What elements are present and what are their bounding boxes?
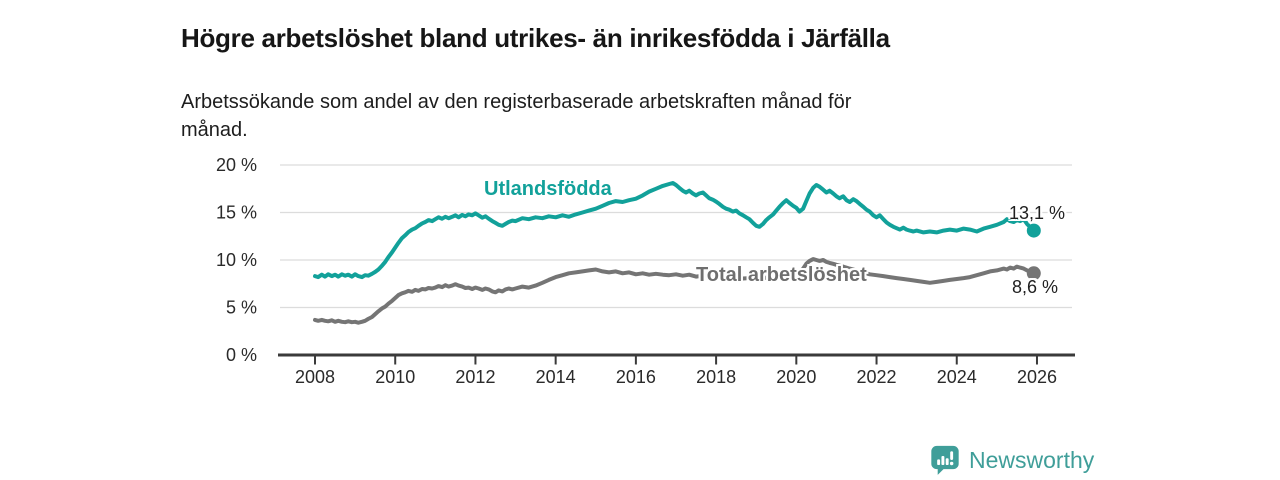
x-tick-label-2020: 2020	[776, 367, 816, 387]
x-tick-label-2022: 2022	[857, 367, 897, 387]
x-tick-label-2014: 2014	[536, 367, 576, 387]
x-tick-label-2016: 2016	[616, 367, 656, 387]
newsworthy-wordmark: Newsworthy	[969, 447, 1095, 473]
x-tick-label-2010: 2010	[375, 367, 415, 387]
series-line-total	[313, 257, 1036, 325]
series-end-dot-utlandsfodda	[1026, 223, 1041, 238]
chart-title: Högre arbetslöshet bland utrikes- än inr…	[181, 23, 890, 54]
chart-subtitle: Arbetssökande som andel av den registerb…	[181, 91, 852, 142]
y-tick-label-10: 10 %	[216, 250, 257, 270]
newsworthy-logo[interactable]: Newsworthy	[930, 445, 1094, 476]
y-tick-label-0: 0 %	[226, 345, 257, 365]
x-tick-label-2018: 2018	[696, 367, 736, 387]
bar-chart-speech-bubble-icon	[931, 445, 959, 475]
series-label-utlandsfodda: Utlandsfödda	[484, 178, 612, 200]
x-tick-label-2012: 2012	[455, 367, 495, 387]
end-value-label-utlandsfodda: 13,1 %	[1009, 203, 1066, 223]
x-tick-label-2008: 2008	[295, 367, 335, 387]
y-tick-label-15: 15 %	[216, 203, 257, 223]
end-value-label-total: 8,6 %	[1012, 277, 1059, 297]
y-tick-label-20: 20 %	[216, 155, 257, 175]
series-label-total-arbetsloshet: Total arbetslöshet	[696, 264, 867, 286]
series-end-dot-total	[1026, 266, 1041, 281]
y-tick-label-5: 5 %	[226, 298, 257, 318]
series-line-utlandsfodda	[313, 181, 1036, 280]
x-tick-label-2026: 2026	[1017, 367, 1057, 387]
x-tick-label-2024: 2024	[937, 367, 977, 387]
